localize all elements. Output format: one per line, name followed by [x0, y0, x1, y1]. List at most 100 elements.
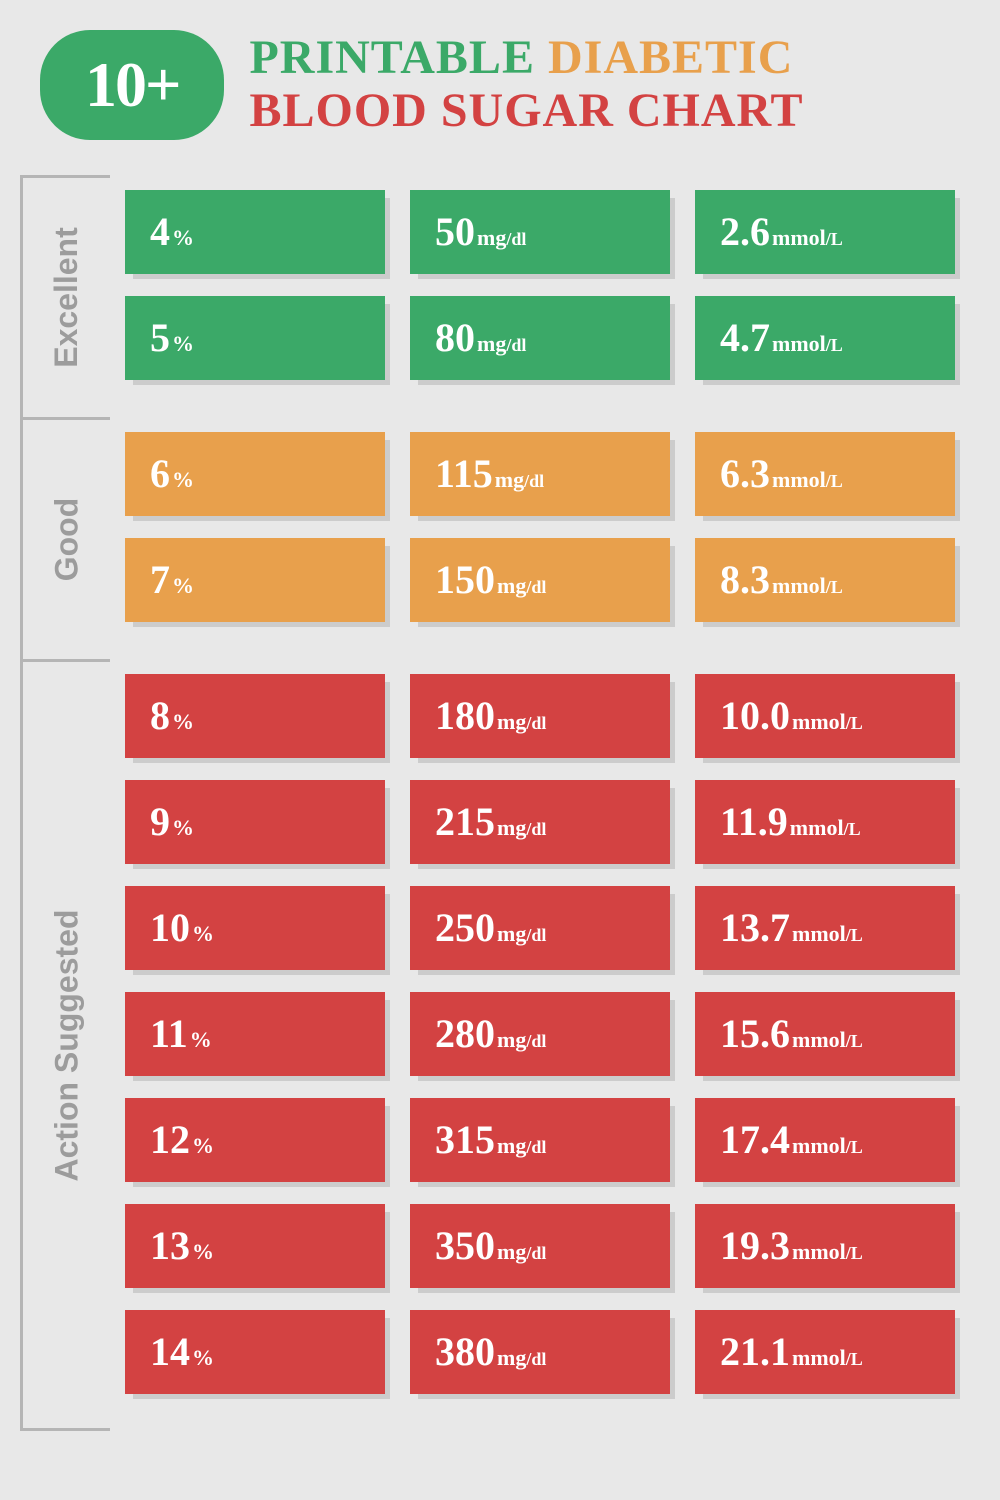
cell-percent: 11% [125, 992, 385, 1076]
data-row: 14%380mg/dl21.1mmol/L [110, 1310, 970, 1416]
data-row: 13%350mg/dl19.3mmol/L [110, 1204, 970, 1310]
cell-unit-sub: /L [846, 1349, 863, 1370]
cell-value: 12 [150, 1120, 190, 1160]
cell-percent: 5% [125, 296, 385, 380]
cell-unit-sub: /L [846, 1243, 863, 1264]
cell-mgdl: 50mg/dl [410, 190, 670, 274]
cell-mgdl: 115mg/dl [410, 432, 670, 516]
cell-mmol: 11.9mmol/L [695, 780, 955, 864]
cell-value: 315 [435, 1120, 495, 1160]
count-badge: 10+ [40, 30, 224, 140]
cell-unit: mmol [792, 709, 846, 735]
cell-unit: % [192, 921, 214, 947]
cell-unit: mg [497, 709, 526, 735]
cell-value: 7 [150, 560, 170, 600]
cell-unit-sub: /dl [526, 713, 546, 734]
cell-unit: % [172, 225, 194, 251]
cell-unit-sub: /dl [506, 335, 526, 356]
cell-value: 4 [150, 212, 170, 252]
cell-unit-sub: /L [846, 925, 863, 946]
cell-unit: % [172, 331, 194, 357]
cell-unit: % [172, 815, 194, 841]
header: 10+ PRINTABLE DIABETIC BLOOD SUGAR CHART [20, 30, 970, 140]
cell-mmol: 4.7mmol/L [695, 296, 955, 380]
cell-value: 215 [435, 802, 495, 842]
cell-unit: mg [497, 815, 526, 841]
cell-value: 115 [435, 454, 493, 494]
cell-unit: mg [497, 1345, 526, 1371]
cell-value: 8 [150, 696, 170, 736]
data-row: 9% 215mg/dl 11.9mmol/L [110, 780, 970, 886]
cell-unit-sub: /L [844, 819, 861, 840]
title-line-1: PRINTABLE DIABETIC [249, 32, 970, 85]
cell-value: 11 [150, 1014, 188, 1054]
data-row: 6%115mg/dl6.3mmol/L [110, 432, 970, 538]
cell-value: 50 [435, 212, 475, 252]
cell-unit: mg [497, 1027, 526, 1053]
cell-percent: 4% [125, 190, 385, 274]
cell-mgdl: 280mg/dl [410, 992, 670, 1076]
cell-unit: mg [477, 331, 506, 357]
cell-unit-sub: /dl [526, 1137, 546, 1158]
cell-unit-sub: /dl [526, 1031, 546, 1052]
cell-unit: mmol [792, 1239, 846, 1265]
data-row: 11% 280mg/dl 15.6mmol/L [110, 992, 970, 1098]
cell-unit-sub: /dl [526, 819, 546, 840]
cell-unit: mg [497, 921, 526, 947]
data-row: 12%315mg/dl17.4mmol/L [110, 1098, 970, 1204]
cell-value: 14 [150, 1332, 190, 1372]
cell-percent: 14% [125, 1310, 385, 1394]
cell-value: 11.9 [720, 802, 788, 842]
cell-unit: mmol [772, 331, 826, 357]
cell-unit: mg [477, 225, 506, 251]
cell-unit: mg [497, 573, 526, 599]
cell-mmol: 6.3mmol/L [695, 432, 955, 516]
blood-sugar-chart: Excellent4%50mg/dl2.6mmol/L5%80mg/dl4.7m… [20, 175, 970, 1431]
cell-value: 21.1 [720, 1332, 790, 1372]
cell-percent: 10% [125, 886, 385, 970]
group-label-container: Good [20, 417, 110, 659]
group-rows: 8%180mg/dl10.0mmol/L9%215mg/dl11.9mmol/L… [110, 659, 970, 1431]
cell-mmol: 15.6mmol/L [695, 992, 955, 1076]
cell-unit-sub: /dl [526, 1349, 546, 1370]
data-row: 5% 80mg/dl 4.7mmol/L [110, 296, 970, 402]
cell-unit: mmol [772, 225, 826, 251]
cell-mgdl: 350mg/dl [410, 1204, 670, 1288]
cell-value: 5 [150, 318, 170, 358]
cell-value: 13 [150, 1226, 190, 1266]
cell-value: 2.6 [720, 212, 770, 252]
cell-value: 8.3 [720, 560, 770, 600]
group-label-container: Action Suggested [20, 659, 110, 1431]
cell-value: 19.3 [720, 1226, 790, 1266]
cell-unit: % [192, 1345, 214, 1371]
cell-mgdl: 80mg/dl [410, 296, 670, 380]
cell-unit: % [172, 573, 194, 599]
cell-value: 15.6 [720, 1014, 790, 1054]
cell-value: 80 [435, 318, 475, 358]
cell-mgdl: 215mg/dl [410, 780, 670, 864]
cell-mmol: 21.1mmol/L [695, 1310, 955, 1394]
group-rows: 6%115mg/dl6.3mmol/L7%150mg/dl8.3mmol/L [110, 417, 970, 659]
cell-value: 10 [150, 908, 190, 948]
cell-mmol: 10.0mmol/L [695, 674, 955, 758]
group-label: Excellent [48, 227, 85, 368]
cell-unit-sub: /L [846, 713, 863, 734]
cell-unit: mmol [792, 1027, 846, 1053]
cell-unit: mg [495, 467, 524, 493]
cell-unit-sub: /L [826, 229, 843, 250]
cell-mgdl: 180mg/dl [410, 674, 670, 758]
cell-unit-sub: /dl [526, 925, 546, 946]
cell-mmol: 19.3mmol/L [695, 1204, 955, 1288]
cell-unit-sub: /L [846, 1031, 863, 1052]
cell-unit-sub: /L [826, 335, 843, 356]
group-action-suggested: Action Suggested 8% 180mg/dl 10.0mmol/L 9% 21… [20, 659, 970, 1431]
cell-unit-sub: /L [826, 471, 843, 492]
cell-unit: mmol [792, 1133, 846, 1159]
cell-unit: mg [497, 1239, 526, 1265]
cell-mmol: 13.7mmol/L [695, 886, 955, 970]
cell-unit: mmol [792, 921, 846, 947]
cell-unit-sub: /dl [524, 471, 544, 492]
cell-percent: 9% [125, 780, 385, 864]
cell-unit: mmol [792, 1345, 846, 1371]
group-label-container: Excellent [20, 175, 110, 417]
